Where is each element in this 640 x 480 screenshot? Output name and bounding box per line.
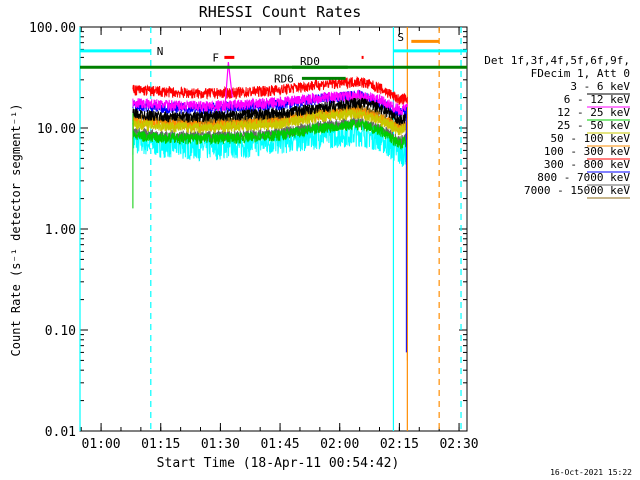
night-bar-label: N (157, 45, 164, 58)
x-tick-label: 01:15 (141, 437, 180, 452)
legend-entry: 6 - 12 keV (564, 93, 631, 106)
annotations: N S F RD6 RD0 (80, 31, 467, 85)
series-line-12-25keV (132, 119, 408, 151)
legend-header-line2: FDecim 1, Att 0 (531, 67, 630, 80)
legend-entry: 50 - 100 keV (551, 132, 631, 145)
footer-date: 16-Oct-2021 15:22 (550, 468, 632, 477)
legend-entry: 7000 - 15000 keV (524, 184, 630, 197)
y-axis-label: Count Rate (s⁻¹ detector segment⁻¹) (9, 104, 23, 357)
y-tick-label: 0.10 (45, 324, 76, 339)
chart-title: RHESSI Count Rates (199, 3, 362, 21)
legend-entry: 3 - 6 keV (570, 80, 630, 93)
series-line-100-300keV (132, 75, 408, 105)
y-axis: 0.01 0.10 1.00 10.00 100.00 (29, 21, 467, 440)
series-group (132, 61, 408, 361)
x-tick-label: 02:00 (320, 437, 359, 452)
rd6-bar-label: RD6 (274, 72, 294, 85)
x-tick-label: 02:15 (380, 437, 419, 452)
legend-header-line1: Det 1f,3f,4f,5f,6f,9f, (484, 54, 630, 67)
legend-entry: 100 - 300 keV (544, 145, 630, 158)
flare-spike (224, 61, 233, 103)
y-tick-label: 10.00 (37, 122, 76, 137)
legend: Det 1f,3f,4f,5f,6f,9f, FDecim 1, Att 0 3… (484, 54, 631, 199)
flare-bar-label: F (212, 51, 219, 64)
x-tick-label: 01:45 (260, 437, 299, 452)
series-line-3-6keV (132, 97, 408, 126)
legend-entry: 300 - 800 keV (544, 158, 630, 171)
x-tick-label: 02:30 (439, 437, 478, 452)
saa-bar-label: S (397, 31, 404, 44)
y-tick-label: 100.00 (29, 21, 76, 36)
rd0-bar-label: RD0 (300, 55, 320, 68)
y-tick-label: 1.00 (45, 223, 76, 238)
x-tick-label: 01:00 (82, 437, 121, 452)
series-line-6-12keV (132, 89, 408, 116)
series-line-noise-band (132, 122, 408, 167)
legend-entry: 12 - 25 keV (557, 106, 630, 119)
legend-entry: 25 - 50 keV (557, 119, 630, 132)
y-tick-label: 0.01 (45, 425, 76, 440)
x-tick-label: 01:30 (201, 437, 240, 452)
series-line-25-50keV (132, 109, 408, 136)
x-axis-label: Start Time (18-Apr-11 00:54:42) (157, 456, 400, 471)
legend-entry: 800 - 7000 keV (537, 171, 630, 184)
